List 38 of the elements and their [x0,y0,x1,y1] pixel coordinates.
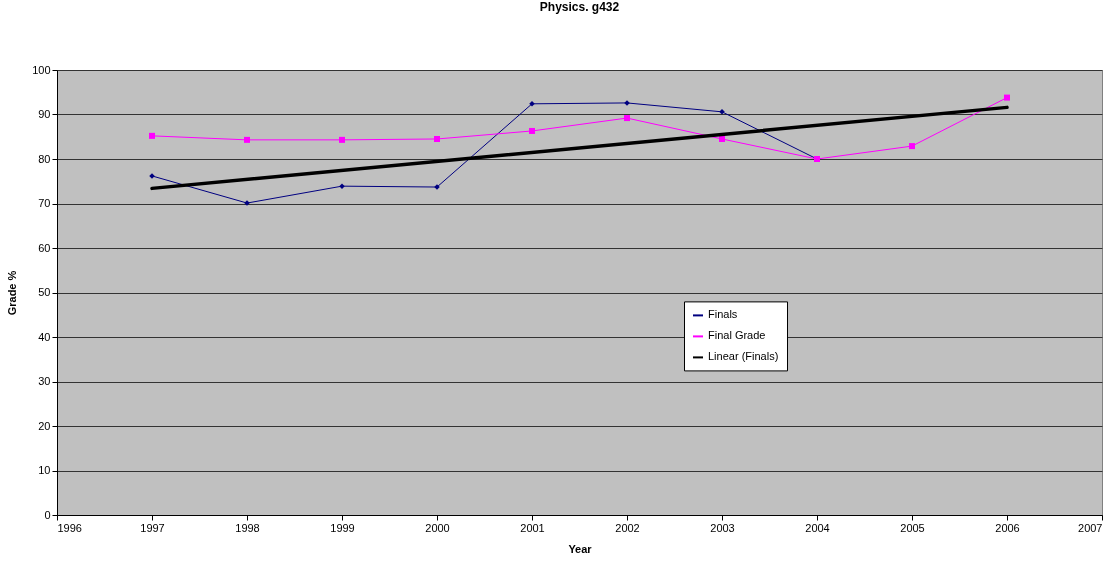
y-tick-label: 60 [38,241,51,254]
y-tick-label: 80 [38,152,51,165]
x-tick-label: 2005 [900,521,925,534]
point [244,136,250,143]
y-tick-label: 70 [38,197,51,209]
point [1004,94,1010,101]
x-tick-label: 2004 [805,521,830,534]
y-tick-label: 50 [38,286,51,298]
x-axis-title: Year [568,542,593,555]
y-tick-label: 30 [38,375,51,387]
y-tick-label: 40 [38,330,51,343]
legend-label: Finals [708,308,738,321]
point [339,136,345,143]
point [909,143,915,150]
x-tick-label: 2003 [710,521,735,534]
x-tick-label: 2006 [995,521,1020,534]
x-tick-label: 2002 [615,521,640,534]
point [624,115,630,122]
point [434,135,440,142]
legend-label: Linear (Finals) [708,350,779,363]
y-tick-label: 0 [44,508,51,521]
y-tick-label: 20 [38,419,51,432]
y-tick-label: 10 [38,464,51,476]
legend-label: Final Grade [708,329,766,342]
x-tick-label: 2001 [520,521,545,534]
x-tick-label: 2000 [425,521,450,534]
point [149,132,155,139]
x-tick-label: 1999 [330,521,355,534]
y-tick-label: 90 [38,108,51,120]
point [529,127,535,134]
y-tick-label: 100 [32,63,51,76]
x-tick-label: 2007 [1078,521,1103,534]
y-axis-title: Grade % [6,270,19,316]
chart-title: Physics. g432 [539,0,620,14]
x-tick-label: 1996 [57,521,82,534]
x-tick-label: 1998 [235,521,260,534]
point [719,135,725,142]
x-tick-label: 1997 [140,521,165,534]
